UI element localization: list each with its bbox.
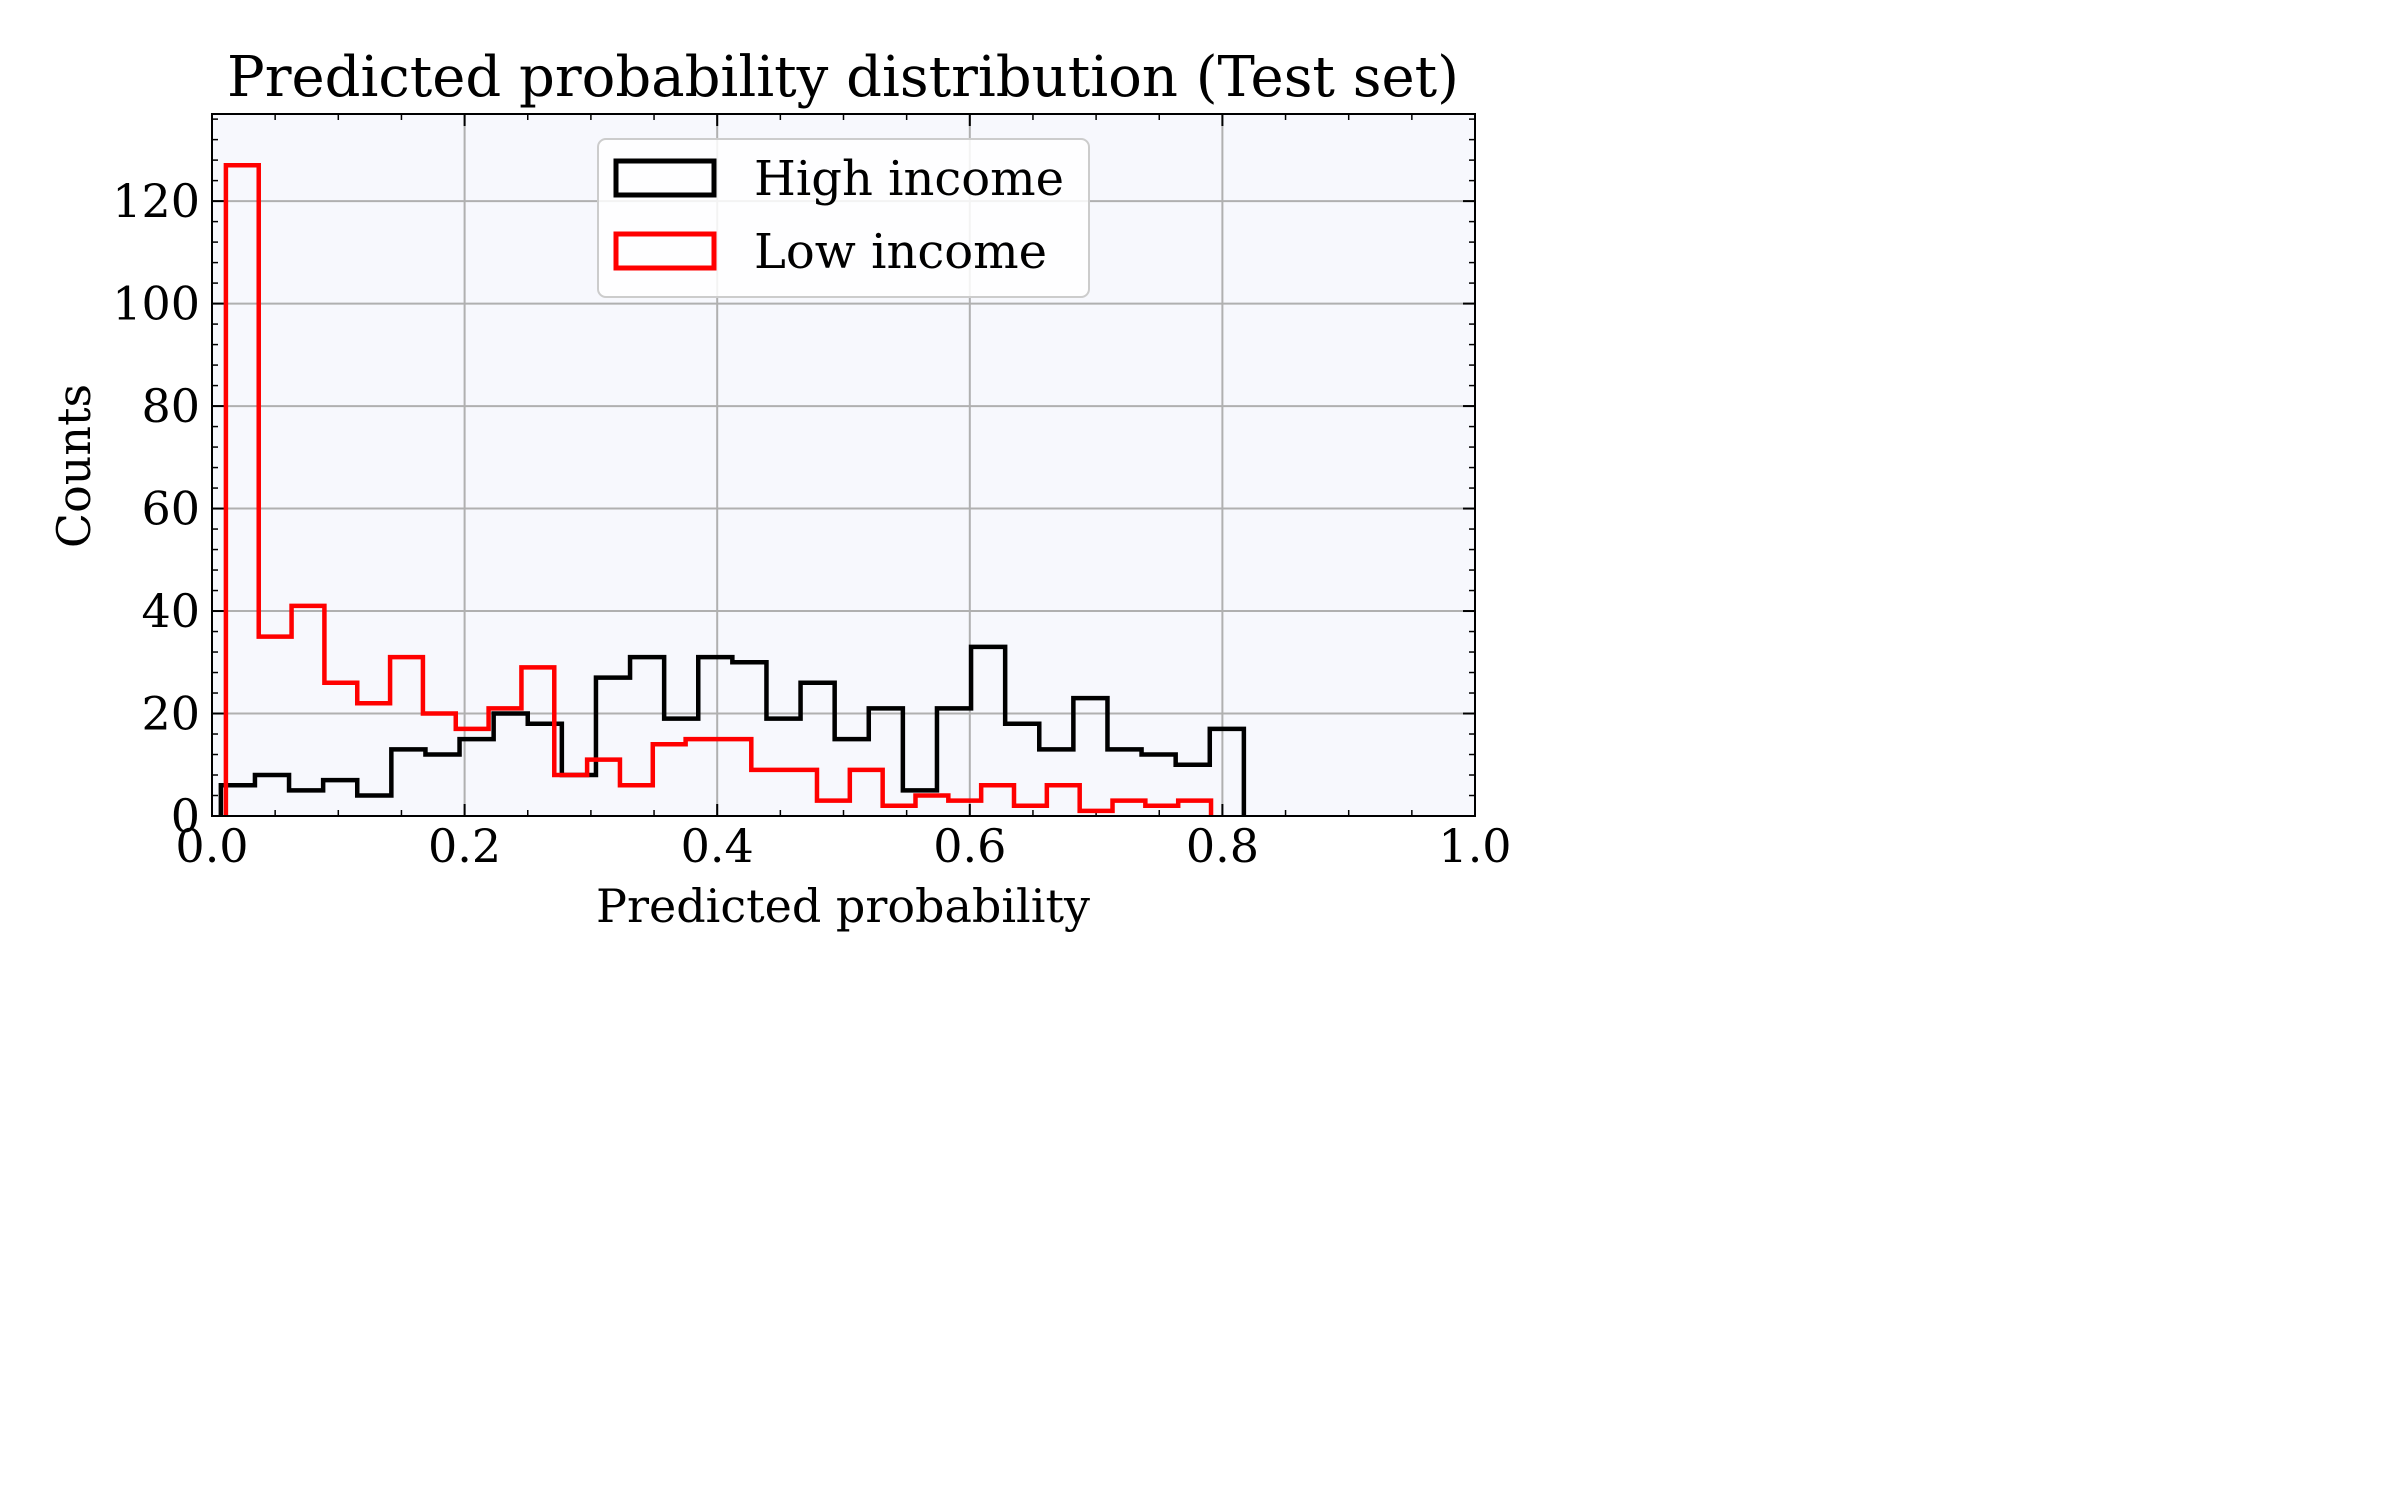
x-tick-label: 0.4 (681, 819, 754, 873)
histogram-outline (218, 644, 1247, 816)
histogram-outline (223, 162, 1214, 816)
y-tick-label: 80 (141, 379, 200, 433)
x-tick-label: 0.2 (428, 819, 501, 873)
x-tick-labels: 0.0 0.2 0.4 0.6 0.8 1.0 (175, 819, 1511, 873)
legend-box (597, 138, 1090, 298)
chart-svg: 0.0 0.2 0.4 0.6 0.8 1.0 0 20 40 60 80 100 120 Predi… (47, 45, 1512, 933)
y-tick-labels: 0 20 40 60 80 100 120 (112, 174, 200, 843)
y-tick-label: 120 (112, 174, 200, 228)
x-tick-label: 0.0 (175, 819, 248, 873)
x-tick-label: 0.8 (1186, 819, 1259, 873)
chart-title: Predicted probability distribution (Test… (227, 45, 1459, 110)
histogram-chart: 0.0 0.2 0.4 0.6 0.8 1.0 0 20 40 60 80 100 120 Predi… (0, 0, 1568, 980)
y-tick-label: 60 (141, 482, 200, 536)
y-tick-label: 40 (141, 584, 200, 638)
y-tick-label: 100 (112, 277, 200, 331)
x-tick-label: 0.6 (933, 819, 1006, 873)
legend-swatch-low-income (613, 231, 717, 271)
legend-swatch-high-income (613, 158, 717, 198)
legend-label-high-income: High income (754, 151, 1064, 207)
x-axis-label: Predicted probability (596, 879, 1090, 933)
series-high-income (218, 644, 1247, 816)
series-low-income (223, 162, 1214, 816)
y-tick-label: 20 (141, 687, 200, 741)
y-tick-label: 0 (171, 789, 200, 843)
y-axis-label: Counts (47, 384, 101, 548)
series-layer (218, 162, 1247, 816)
legend-label-low-income: Low income (754, 224, 1047, 280)
x-tick-label: 1.0 (1438, 819, 1511, 873)
legend: High income Low income (597, 138, 1090, 298)
plot-frame (211, 113, 1476, 817)
